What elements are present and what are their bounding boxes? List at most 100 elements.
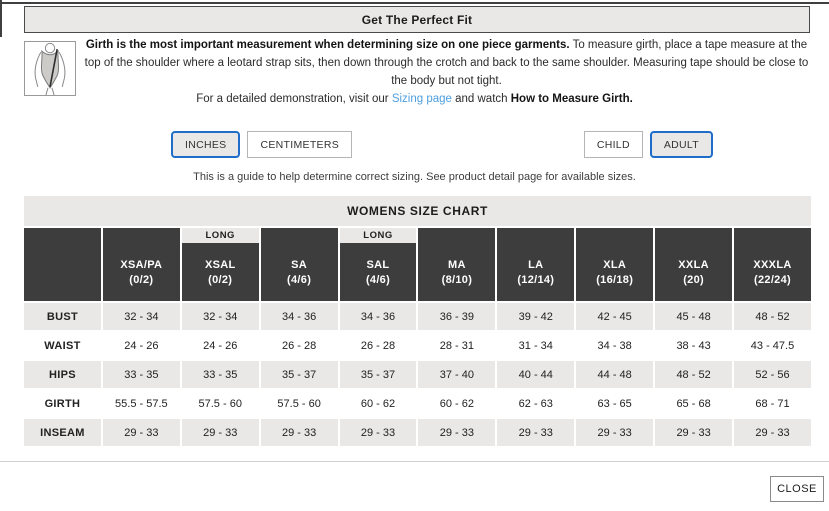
footer-divider bbox=[0, 461, 829, 462]
col-header-xla: XLA (16/18) bbox=[576, 228, 654, 301]
header-spacer bbox=[497, 228, 574, 243]
header-spacer bbox=[418, 228, 495, 243]
measurement-cell: 55.5 - 57.5 bbox=[102, 390, 180, 417]
measurement-cell: 62 - 63 bbox=[497, 390, 575, 417]
measurement-cell: 68 - 71 bbox=[734, 390, 811, 417]
col-header-xsal: LONG XSAL (0/2) bbox=[181, 228, 259, 301]
measurement-cell: 29 - 33 bbox=[102, 419, 180, 446]
measurement-cell: 26 - 28 bbox=[339, 332, 417, 359]
measurement-cell: 24 - 26 bbox=[181, 332, 259, 359]
size-code-label: XSA/PA (0/2) bbox=[120, 258, 163, 286]
size-code-label: MA (8/10) bbox=[441, 258, 473, 286]
demo-prefix: For a detailed demonstration, visit our bbox=[196, 93, 392, 105]
table-row-bust: BUST 32 - 34 32 - 34 34 - 36 34 - 36 36 - 39 3… bbox=[24, 303, 811, 330]
table-row-waist: WAIST 24 - 26 24 - 26 26 - 28 26 - 28 28 - 31… bbox=[24, 332, 811, 359]
measurement-cell: 31 - 34 bbox=[497, 332, 575, 359]
size-code-label: XXXLA (22/24) bbox=[753, 258, 792, 286]
size-code-label: XLA (16/18) bbox=[596, 258, 634, 286]
modal-title: Get The Perfect Fit bbox=[24, 6, 810, 33]
measurement-cell: 48 - 52 bbox=[655, 361, 733, 388]
measurement-cell: 32 - 34 bbox=[181, 303, 259, 330]
measurement-cell: 26 - 28 bbox=[260, 332, 338, 359]
sizing-page-link[interactable]: Sizing page bbox=[391, 93, 452, 105]
measurement-cell: 34 - 38 bbox=[576, 332, 654, 359]
col-header-la: LA (12/14) bbox=[497, 228, 575, 301]
girth-description: Girth is the most important measurement … bbox=[82, 37, 811, 90]
measurement-cell: 65 - 68 bbox=[655, 390, 733, 417]
header-spacer bbox=[103, 228, 180, 243]
centimeters-button[interactable]: CENTIMETERS bbox=[247, 131, 353, 158]
measurement-cell: 57.5 - 60 bbox=[181, 390, 259, 417]
size-code-label: XXLA (20) bbox=[678, 258, 709, 286]
measurement-cell: 29 - 33 bbox=[655, 419, 733, 446]
size-code-label: LA (12/14) bbox=[517, 258, 555, 286]
col-header-sal: LONG SAL (4/6) bbox=[339, 228, 417, 301]
measurement-cell: 35 - 37 bbox=[339, 361, 417, 388]
table-row-inseam: INSEAM 29 - 33 29 - 33 29 - 33 29 - 33 29 - 3… bbox=[24, 419, 811, 446]
size-code-label: XSAL (0/2) bbox=[204, 258, 236, 286]
col-header-xxla: XXLA (20) bbox=[655, 228, 733, 301]
size-table-corner-cell bbox=[24, 228, 101, 301]
size-table-header-row: XSA/PA (0/2) LONG XSAL (0/2) SA (4/6) LONG SAL (4… bbox=[24, 228, 811, 301]
demo-instruction: For a detailed demonstration, visit our … bbox=[0, 93, 829, 105]
row-label-bust: BUST bbox=[24, 303, 101, 330]
measurement-cell: 45 - 48 bbox=[655, 303, 733, 330]
measurement-cell: 60 - 62 bbox=[418, 390, 496, 417]
measurement-cell: 42 - 45 bbox=[576, 303, 654, 330]
measurement-cell: 29 - 33 bbox=[734, 419, 811, 446]
col-header-xsa-pa: XSA/PA (0/2) bbox=[102, 228, 180, 301]
measurement-cell: 57.5 - 60 bbox=[260, 390, 338, 417]
header-spacer bbox=[261, 228, 338, 243]
measurement-cell: 29 - 33 bbox=[260, 419, 338, 446]
row-label-waist: WAIST bbox=[24, 332, 101, 359]
measurement-cell: 29 - 33 bbox=[497, 419, 575, 446]
measurement-cell: 44 - 48 bbox=[576, 361, 654, 388]
long-variant-label: LONG bbox=[339, 228, 417, 243]
measurement-cell: 40 - 44 bbox=[497, 361, 575, 388]
modal-top-border bbox=[0, 2, 829, 4]
measurement-cell: 29 - 33 bbox=[576, 419, 654, 446]
measurement-cell: 39 - 42 bbox=[497, 303, 575, 330]
size-chart: WOMENS SIZE CHART XSA/PA (0/2) LONG XSAL (0/… bbox=[24, 196, 811, 448]
measurement-cell: 38 - 43 bbox=[655, 332, 733, 359]
measurement-cell: 28 - 31 bbox=[418, 332, 496, 359]
girth-description-lead: Girth is the most important measurement … bbox=[85, 39, 570, 51]
adult-button[interactable]: ADULT bbox=[649, 131, 713, 158]
measurement-cell: 24 - 26 bbox=[102, 332, 180, 359]
header-spacer bbox=[734, 228, 811, 243]
size-chart-title: WOMENS SIZE CHART bbox=[24, 196, 811, 226]
leotard-figure-graphic bbox=[34, 42, 66, 96]
size-code-label: SA (4/6) bbox=[287, 258, 312, 286]
measurement-cell: 34 - 36 bbox=[260, 303, 338, 330]
measurement-cell: 33 - 35 bbox=[102, 361, 180, 388]
close-button[interactable]: CLOSE bbox=[770, 476, 824, 502]
measurement-cell: 35 - 37 bbox=[260, 361, 338, 388]
measurement-cell: 29 - 33 bbox=[418, 419, 496, 446]
long-variant-label: LONG bbox=[181, 228, 259, 243]
header-spacer bbox=[576, 228, 653, 243]
measurement-cell: 63 - 65 bbox=[576, 390, 654, 417]
inches-button[interactable]: INCHES bbox=[171, 131, 241, 158]
row-label-inseam: INSEAM bbox=[24, 419, 101, 446]
measurement-cell: 34 - 36 bbox=[339, 303, 417, 330]
size-code-label: SAL (4/6) bbox=[365, 258, 391, 286]
unit-toggle-group: INCHES CENTIMETERS bbox=[171, 131, 353, 158]
table-row-girth: GIRTH 55.5 - 57.5 57.5 - 60 57.5 - 60 60 - 6… bbox=[24, 390, 811, 417]
col-header-sa: SA (4/6) bbox=[260, 228, 338, 301]
measurement-cell: 32 - 34 bbox=[102, 303, 180, 330]
sizing-guide-note: This is a guide to help determine correc… bbox=[193, 171, 636, 183]
girth-description-body: To measure girth, place a tape measure a… bbox=[84, 39, 809, 87]
measurement-cell: 60 - 62 bbox=[339, 390, 417, 417]
row-label-girth: GIRTH bbox=[24, 390, 101, 417]
measurement-cell: 48 - 52 bbox=[734, 303, 811, 330]
how-to-measure-girth-link[interactable]: How to Measure Girth. bbox=[510, 93, 633, 105]
measurement-cell: 29 - 33 bbox=[339, 419, 417, 446]
measurement-cell: 33 - 35 bbox=[181, 361, 259, 388]
measurement-cell: 37 - 40 bbox=[418, 361, 496, 388]
col-header-xxxla: XXXLA (22/24) bbox=[734, 228, 811, 301]
child-button[interactable]: CHILD bbox=[583, 131, 643, 158]
leotard-girth-icon bbox=[24, 41, 76, 96]
col-header-ma: MA (8/10) bbox=[418, 228, 496, 301]
demo-middle: and watch bbox=[451, 93, 511, 105]
size-table: XSA/PA (0/2) LONG XSAL (0/2) SA (4/6) LONG SAL (4… bbox=[22, 226, 813, 448]
